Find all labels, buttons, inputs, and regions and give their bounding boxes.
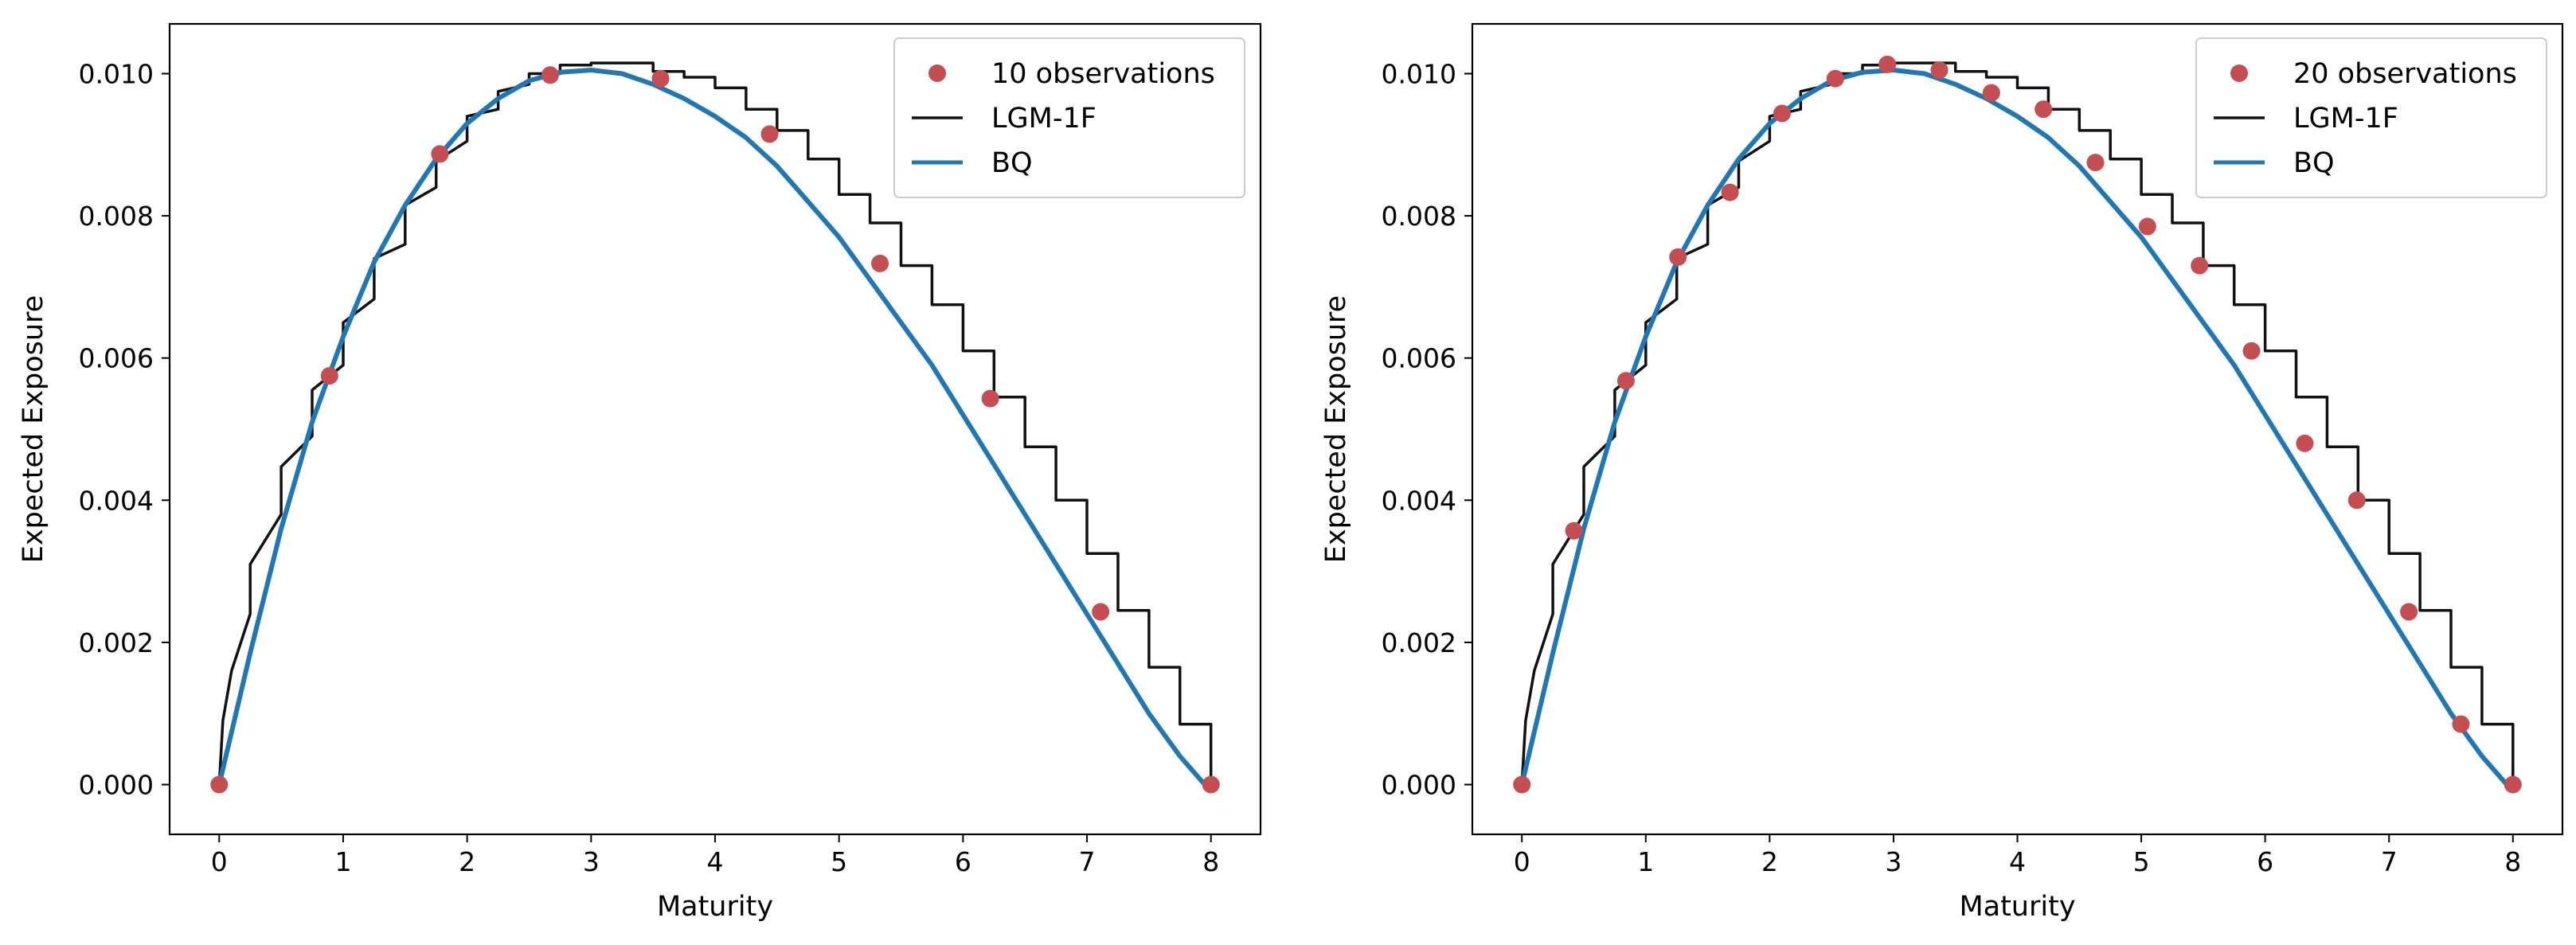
legend-label: LGM-1F xyxy=(2293,103,2398,135)
observation-point xyxy=(1513,775,1531,794)
observation-point xyxy=(541,66,559,84)
x-tick-label: 8 xyxy=(2504,846,2521,877)
x-tick-label: 1 xyxy=(334,846,351,877)
x-tick-label: 0 xyxy=(1514,846,1530,877)
observation-point xyxy=(2452,715,2470,733)
observation-point xyxy=(1092,603,1110,621)
y-tick-label: 0.004 xyxy=(1382,485,1456,516)
observation-point xyxy=(981,389,999,408)
observation-point xyxy=(2086,154,2105,172)
observation-point xyxy=(2035,100,2053,119)
x-axis-label: Maturity xyxy=(1959,891,2075,923)
legend-label: 20 observations xyxy=(2293,58,2517,90)
observation-point xyxy=(1565,521,1583,540)
observation-point xyxy=(2400,603,2418,621)
y-axis-label: Expected Exposure xyxy=(1320,295,1352,563)
y-tick-label: 0.008 xyxy=(79,201,154,232)
observation-point xyxy=(1773,104,1791,123)
y-tick-label: 0.010 xyxy=(79,59,154,90)
y-tick-label: 0.010 xyxy=(1382,59,1456,90)
observation-point xyxy=(1721,183,1739,201)
x-tick-label: 6 xyxy=(955,846,971,877)
series-group xyxy=(210,61,1220,794)
observation-point xyxy=(1826,69,1844,88)
chart-right-20-observations: 0 1 2 3 4 5 6 7 8 0.000 0.002 0.004 0.006 0.008 0.010 M… xyxy=(1320,22,2564,923)
legend-box xyxy=(893,37,1245,198)
lgm-1f-line xyxy=(1520,61,2515,785)
observation-point xyxy=(2242,342,2261,360)
x-tick-label: 0 xyxy=(211,846,228,877)
observation-point xyxy=(2191,256,2209,275)
x-axis-label: Maturity xyxy=(657,891,773,923)
x-tick-label: 8 xyxy=(1202,846,1219,877)
x-tick-label: 5 xyxy=(2133,846,2150,877)
legend-marker-observations xyxy=(2230,64,2248,82)
x-tick-label: 6 xyxy=(2257,846,2273,877)
y-tick-label: 0.006 xyxy=(1382,343,1456,374)
observation-point xyxy=(760,125,779,143)
observation-point xyxy=(1878,55,1897,73)
x-tick-label: 3 xyxy=(1885,846,1902,877)
observation-point xyxy=(1930,61,1949,80)
y-tick-label: 0.000 xyxy=(79,769,154,800)
observation-point xyxy=(651,69,670,88)
observation-point xyxy=(2296,434,2314,452)
x-tick-label: 4 xyxy=(2009,846,2026,877)
x-tick-label: 2 xyxy=(1761,846,1778,877)
series-group xyxy=(1513,55,2522,794)
y-tick-label: 0.006 xyxy=(79,343,154,374)
legend-label: BQ xyxy=(2293,147,2335,179)
x-tick-label: 2 xyxy=(459,846,475,877)
observation-point xyxy=(1982,84,2000,102)
legend-box xyxy=(2195,37,2547,198)
observation-point xyxy=(2504,775,2522,794)
observation-point xyxy=(1202,775,1220,794)
bq-line xyxy=(1519,68,2515,794)
observation-point xyxy=(431,145,449,163)
legend-label: 10 observations xyxy=(991,58,1215,90)
x-tick-label: 7 xyxy=(2381,846,2398,877)
legend: 20 observations LGM-1F BQ xyxy=(2195,37,2547,198)
observation-point xyxy=(210,775,229,794)
x-tick-label: 7 xyxy=(1079,846,1096,877)
y-tick-label: 0.002 xyxy=(1382,627,1456,658)
x-tick-label: 5 xyxy=(831,846,847,877)
x-tick-label: 1 xyxy=(1637,846,1654,877)
bq-line xyxy=(217,68,1213,794)
observation-point xyxy=(2138,217,2156,236)
lgm-1f-line xyxy=(217,61,1213,785)
y-tick-label: 0.008 xyxy=(1382,201,1456,232)
observation-point xyxy=(320,367,338,385)
y-axis-label: Expected Exposure xyxy=(18,295,49,563)
legend: 10 observations LGM-1F BQ xyxy=(893,37,1245,198)
x-tick-label: 4 xyxy=(707,846,724,877)
legend-marker-observations xyxy=(928,64,946,82)
observation-points xyxy=(210,66,1220,794)
observation-point xyxy=(1669,248,1687,266)
chart-left-10-observations: 0 1 2 3 4 5 6 7 8 0.000 0.002 0.004 0.006 0.008 0.010 M… xyxy=(18,22,1262,923)
legend-label: BQ xyxy=(991,147,1033,179)
observation-point xyxy=(871,254,889,272)
legend-label: LGM-1F xyxy=(991,103,1096,135)
y-tick-label: 0.002 xyxy=(79,627,154,658)
observation-point xyxy=(2347,491,2366,510)
x-tick-label: 3 xyxy=(583,846,600,877)
y-tick-label: 0.004 xyxy=(79,485,154,516)
y-tick-label: 0.000 xyxy=(1382,769,1456,800)
observation-point xyxy=(1616,372,1635,390)
observation-points xyxy=(1513,55,2522,794)
